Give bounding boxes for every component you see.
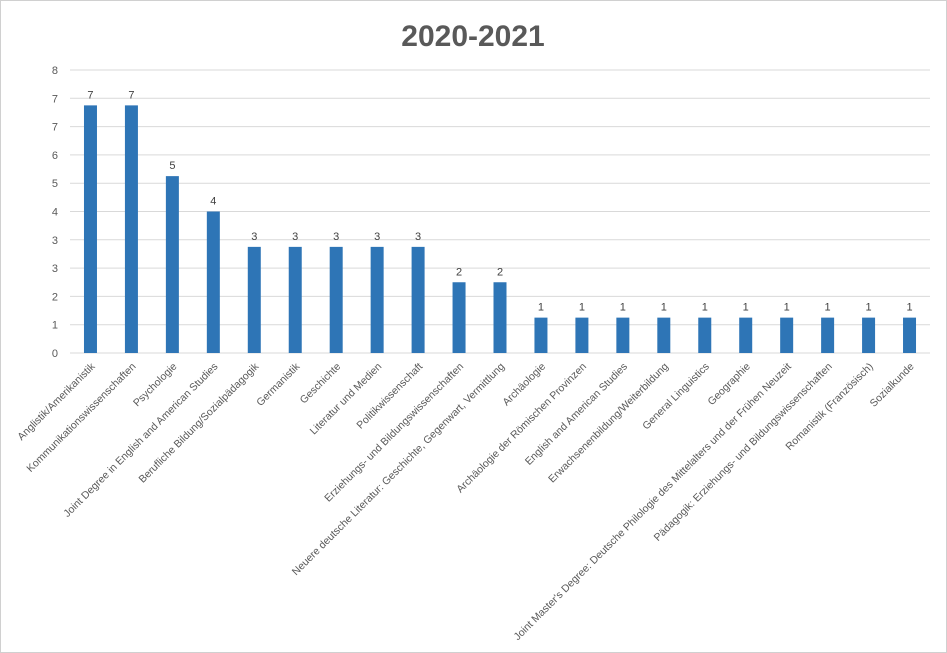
bar (288, 246, 302, 353)
data-label: 1 (743, 302, 749, 314)
data-label: 3 (415, 231, 421, 243)
y-tick-label: 6 (52, 150, 58, 162)
bar (452, 282, 466, 353)
bar (165, 176, 179, 353)
y-tick-label: 3 (52, 263, 58, 275)
category-label: Literatur und Medien (308, 361, 385, 438)
bar (862, 317, 876, 353)
bar (616, 317, 630, 353)
y-tick-label: 1 (52, 320, 58, 332)
bar (903, 317, 917, 353)
data-label: 3 (333, 231, 339, 243)
category-label: Germanistik (254, 360, 303, 409)
y-tick-label: 2 (52, 291, 58, 303)
y-tick-label: 4 (52, 207, 58, 219)
bar (83, 105, 97, 353)
category-label: Sozialkunde (868, 361, 917, 410)
bar (493, 282, 507, 353)
y-tick-label: 5 (52, 178, 58, 190)
data-labels: 7 7 5 4 3 3 3 3 3 2 2 1 1 1 1 1 1 1 1 1 1 (87, 89, 912, 313)
bar (575, 317, 589, 353)
data-label: 1 (702, 302, 708, 314)
bar (206, 211, 220, 353)
bar (657, 317, 671, 353)
data-label: 1 (906, 302, 912, 314)
bar (411, 246, 425, 353)
data-label: 3 (251, 231, 257, 243)
bars (83, 105, 917, 353)
data-label: 7 (87, 89, 93, 101)
bar (370, 246, 384, 353)
data-label: 2 (456, 266, 462, 278)
data-label: 3 (374, 231, 380, 243)
bar (534, 317, 548, 353)
category-labels: Anglistik/AmerikanistikKommunikationswis… (15, 360, 916, 643)
chart-title: 2020-2021 (401, 20, 544, 53)
bar (247, 246, 261, 353)
bar (739, 317, 753, 353)
category-label: Romanistik (Französisch) (783, 361, 875, 453)
y-axis-ticks: 0 1 2 3 3 4 5 6 7 7 8 (52, 65, 58, 360)
data-label: 4 (210, 196, 216, 208)
y-tick-label: 8 (52, 65, 58, 77)
data-label: 1 (579, 302, 585, 314)
bar (698, 317, 712, 353)
bar (329, 246, 343, 353)
y-tick-label: 3 (52, 235, 58, 247)
y-tick-label: 7 (52, 122, 58, 134)
bar (821, 317, 835, 353)
data-label: 5 (169, 160, 175, 172)
data-label: 1 (620, 302, 626, 314)
category-label: Joint Degree in English and American Stu… (61, 361, 220, 520)
data-label: 1 (538, 302, 544, 314)
data-label: 1 (866, 302, 872, 314)
data-label: 1 (825, 302, 831, 314)
data-label: 1 (661, 302, 667, 314)
data-label: 1 (784, 302, 790, 314)
data-label: 3 (292, 231, 298, 243)
data-label: 7 (128, 89, 134, 101)
bar (780, 317, 794, 353)
data-label: 2 (497, 266, 503, 278)
category-label: Anglistik/Amerikanistik (15, 360, 98, 443)
y-tick-label: 7 (52, 93, 58, 105)
y-tick-label: 0 (52, 348, 58, 360)
bar (124, 105, 138, 353)
